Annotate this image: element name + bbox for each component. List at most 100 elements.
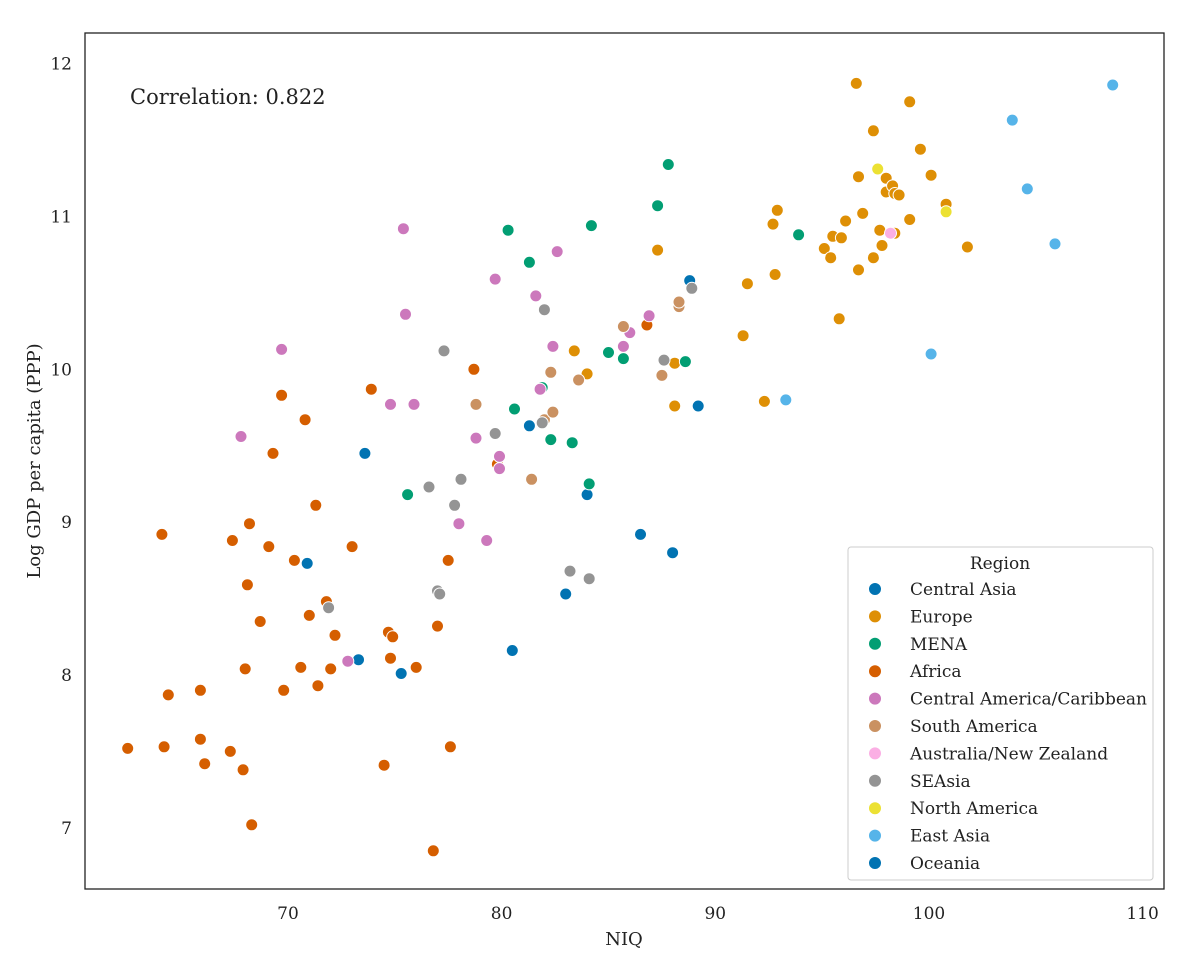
- data-point: [309, 498, 323, 512]
- data-point: [401, 488, 415, 502]
- y-tick-label: 9: [61, 513, 72, 533]
- data-point: [939, 205, 953, 219]
- data-point: [384, 651, 397, 665]
- data-point: [238, 662, 252, 676]
- data-point: [384, 397, 397, 411]
- data-point: [193, 732, 207, 746]
- data-point: [1048, 237, 1062, 251]
- legend-marker: [868, 691, 882, 706]
- legend-label: MENA: [910, 635, 968, 655]
- data-point: [691, 399, 705, 413]
- data-point: [399, 307, 412, 321]
- data-point: [454, 472, 468, 486]
- data-point: [352, 653, 365, 667]
- data-point: [452, 517, 466, 531]
- data-point: [924, 347, 938, 361]
- data-point: [616, 320, 630, 333]
- data-point: [1020, 182, 1034, 196]
- data-point: [426, 844, 440, 858]
- legend-label: Central Asia: [910, 580, 1017, 600]
- data-point: [396, 222, 410, 236]
- data-point: [651, 243, 665, 257]
- legend-label: Africa: [909, 662, 962, 682]
- legend-marker: [868, 856, 882, 870]
- data-point: [358, 446, 372, 460]
- data-point: [655, 368, 669, 382]
- data-point: [544, 433, 558, 447]
- data-point: [678, 355, 692, 369]
- x-axis-ticks: 70 80 90 100 110: [277, 904, 1159, 924]
- data-point: [469, 431, 483, 445]
- legend-marker: [868, 609, 882, 624]
- data-point: [866, 251, 880, 265]
- y-tick-label: 7: [61, 819, 72, 839]
- data-point: [253, 615, 267, 628]
- legend-marker: [868, 773, 882, 788]
- data-point: [544, 365, 558, 379]
- legend-marker: [868, 828, 882, 843]
- data-point: [322, 601, 336, 615]
- data-point: [839, 214, 853, 228]
- data-point: [467, 362, 481, 376]
- data-point: [522, 419, 536, 433]
- y-tick-label: 12: [50, 55, 72, 75]
- legend-label: SEAsia: [910, 772, 971, 792]
- data-point: [345, 540, 359, 554]
- data-point: [616, 339, 630, 353]
- x-tick-label: 90: [704, 904, 726, 924]
- data-point: [567, 344, 581, 358]
- data-point: [873, 223, 887, 237]
- data-point: [546, 405, 560, 419]
- correlation-annotation: Correlation: 0.822: [130, 85, 326, 109]
- data-point: [488, 272, 502, 286]
- data-point: [341, 654, 355, 668]
- data-point: [437, 344, 451, 358]
- data-point: [522, 255, 536, 269]
- data-point: [565, 436, 579, 450]
- data-point: [525, 472, 539, 486]
- data-point: [298, 413, 312, 427]
- data-point: [431, 619, 444, 633]
- y-tick-label: 11: [50, 207, 72, 227]
- data-point: [243, 517, 256, 531]
- data-point: [657, 353, 671, 367]
- data-point: [443, 740, 457, 754]
- data-point: [852, 170, 865, 184]
- data-point: [582, 572, 596, 586]
- data-point: [770, 203, 784, 217]
- data-point: [328, 628, 342, 642]
- data-point: [824, 251, 838, 265]
- data-point: [960, 240, 974, 254]
- data-point: [559, 587, 573, 601]
- data-point: [685, 281, 699, 295]
- data-point: [302, 608, 316, 622]
- data-point: [924, 168, 938, 182]
- data-point: [469, 397, 483, 411]
- data-point: [277, 683, 291, 697]
- data-point: [262, 540, 276, 554]
- data-point: [501, 223, 515, 237]
- x-axis-label: NIQ: [605, 929, 643, 950]
- data-point: [294, 660, 308, 674]
- data-point: [364, 382, 378, 396]
- data-point: [779, 393, 793, 407]
- data-point: [300, 556, 314, 570]
- data-point: [505, 644, 519, 657]
- data-point: [234, 430, 248, 443]
- data-point: [651, 199, 665, 213]
- data-point: [533, 382, 547, 396]
- data-point: [121, 741, 135, 755]
- data-point: [311, 679, 325, 693]
- data-point: [287, 553, 301, 567]
- data-point: [236, 763, 250, 777]
- data-point: [377, 758, 391, 772]
- data-point: [768, 268, 782, 281]
- x-tick-label: 80: [491, 904, 513, 924]
- data-point: [832, 312, 846, 326]
- plot-frame: [84, 32, 1165, 890]
- data-point: [407, 397, 421, 411]
- data-point: [871, 162, 885, 176]
- data-point: [642, 309, 656, 323]
- legend-marker: [868, 664, 882, 679]
- data-point: [275, 342, 289, 356]
